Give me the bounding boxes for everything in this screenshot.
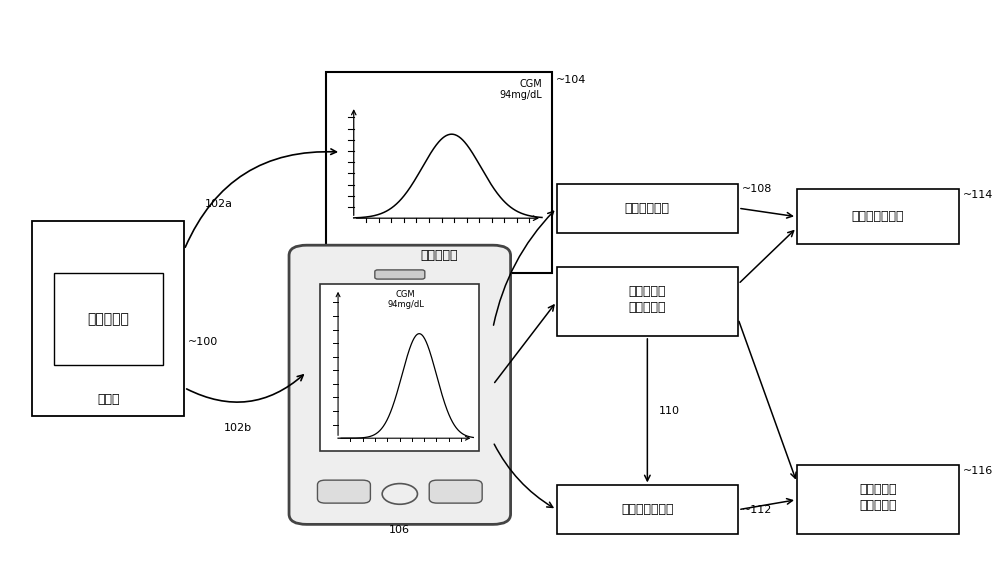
Text: ~108: ~108 [742,184,772,194]
Text: ~116: ~116 [963,466,993,476]
FancyBboxPatch shape [557,267,738,336]
FancyBboxPatch shape [797,465,959,534]
FancyBboxPatch shape [289,245,511,524]
FancyBboxPatch shape [797,190,959,244]
Text: CGM
94mg/dL: CGM 94mg/dL [387,290,424,309]
FancyBboxPatch shape [557,485,738,534]
Text: 传感器: 传感器 [97,393,119,405]
FancyBboxPatch shape [326,72,552,273]
Text: 专用应用程序: 专用应用程序 [625,202,670,215]
Text: 第三方应用程序: 第三方应用程序 [851,211,904,223]
Text: ~112: ~112 [742,505,772,514]
Text: 102b: 102b [224,423,252,433]
FancyBboxPatch shape [32,221,184,416]
Text: 方应用程序: 方应用程序 [859,499,896,512]
Text: 经批准第三: 经批准第三 [859,483,896,496]
Text: 专用显示器: 专用显示器 [420,249,458,262]
FancyBboxPatch shape [429,480,482,503]
FancyBboxPatch shape [320,284,479,451]
FancyBboxPatch shape [557,184,738,233]
Text: 102a: 102a [204,199,232,209]
Text: 经批准第三: 经批准第三 [629,285,666,298]
FancyBboxPatch shape [54,273,163,365]
Text: CGM
94mg/dL: CGM 94mg/dL [499,79,542,100]
Text: 方应用程序: 方应用程序 [629,301,666,314]
FancyBboxPatch shape [317,480,370,503]
Text: ~114: ~114 [963,190,993,200]
FancyBboxPatch shape [375,270,425,279]
Text: ~100: ~100 [188,337,218,347]
Text: 无线发射器: 无线发射器 [87,311,129,326]
Text: 第三方应用程序: 第三方应用程序 [621,503,674,516]
Text: 110: 110 [659,405,680,416]
Text: ~104: ~104 [556,75,586,85]
Text: 106: 106 [389,525,410,535]
